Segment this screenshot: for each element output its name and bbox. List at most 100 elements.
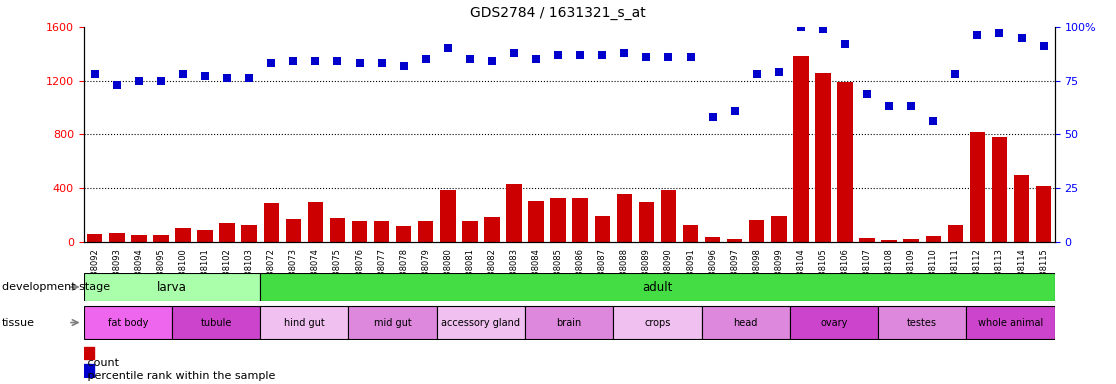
Bar — [440, 190, 455, 242]
Point — [129, 78, 147, 84]
Bar — [947, 225, 963, 242]
Point — [1035, 43, 1052, 49]
Point — [748, 71, 766, 77]
Bar — [614, 306, 702, 339]
Bar — [260, 273, 1055, 301]
Bar — [705, 237, 720, 242]
Point — [108, 82, 126, 88]
Point — [991, 30, 1009, 36]
Bar — [904, 238, 918, 242]
Point — [461, 56, 479, 62]
Point — [527, 56, 545, 62]
Text: brain: brain — [557, 318, 581, 328]
Bar — [793, 56, 809, 242]
Text: crops: crops — [644, 318, 671, 328]
Text: adult: adult — [642, 281, 673, 293]
Point — [902, 103, 920, 109]
Point — [858, 91, 876, 97]
Point — [196, 73, 214, 79]
Text: head: head — [733, 318, 758, 328]
Bar — [263, 203, 279, 242]
Text: mid gut: mid gut — [374, 318, 412, 328]
Bar — [661, 190, 676, 242]
Bar — [396, 227, 412, 242]
Text: count: count — [84, 358, 118, 368]
Point — [350, 60, 368, 66]
Text: ovary: ovary — [820, 318, 848, 328]
Bar — [87, 234, 103, 242]
Bar — [859, 238, 875, 242]
Bar — [172, 306, 260, 339]
Text: percentile rank within the sample: percentile rank within the sample — [84, 371, 275, 381]
Text: hind gut: hind gut — [283, 318, 325, 328]
Point — [615, 50, 633, 56]
Bar — [84, 273, 260, 301]
Bar — [882, 240, 897, 242]
Text: testes: testes — [907, 318, 937, 328]
Point — [571, 52, 589, 58]
Bar — [84, 306, 172, 339]
Bar — [84, 347, 94, 359]
Bar — [220, 223, 234, 242]
Point — [660, 54, 677, 60]
Text: accessory gland: accessory gland — [442, 318, 520, 328]
Text: tubule: tubule — [201, 318, 232, 328]
Bar — [1036, 186, 1051, 242]
Text: development stage: development stage — [2, 282, 110, 292]
Bar — [348, 306, 436, 339]
Bar — [525, 306, 614, 339]
Bar — [573, 198, 588, 242]
Bar — [308, 202, 324, 242]
Text: whole animal: whole animal — [978, 318, 1043, 328]
Point — [594, 52, 612, 58]
Point — [395, 63, 413, 69]
Point — [416, 56, 434, 62]
Bar — [436, 306, 525, 339]
Bar — [837, 82, 853, 242]
Bar — [153, 235, 169, 242]
Bar — [1013, 175, 1029, 242]
Bar — [260, 306, 348, 339]
Point — [792, 24, 810, 30]
Bar — [992, 137, 1007, 242]
Point — [506, 50, 523, 56]
Point — [373, 60, 391, 66]
Bar — [595, 216, 610, 242]
Bar — [966, 306, 1055, 339]
Text: larva: larva — [157, 281, 186, 293]
Bar — [550, 198, 566, 242]
Point — [682, 54, 700, 60]
Point — [704, 114, 722, 120]
Point — [881, 103, 898, 109]
Point — [969, 32, 987, 38]
Bar — [749, 220, 764, 242]
Bar — [84, 364, 94, 376]
Point — [946, 71, 964, 77]
Bar — [790, 306, 878, 339]
Point — [637, 54, 655, 60]
Text: fat body: fat body — [107, 318, 148, 328]
Point — [814, 26, 831, 32]
Bar — [132, 235, 146, 242]
Point — [836, 41, 854, 47]
Bar — [198, 230, 213, 242]
Bar — [329, 218, 345, 242]
Point — [328, 58, 346, 65]
Point — [924, 118, 942, 124]
Point — [174, 71, 192, 77]
Bar — [241, 225, 257, 242]
Bar — [617, 194, 632, 242]
Bar — [528, 201, 543, 242]
Bar — [683, 225, 699, 242]
Bar — [638, 202, 654, 242]
Bar — [727, 238, 742, 242]
Bar — [484, 217, 500, 242]
Point — [152, 78, 170, 84]
Point — [285, 58, 302, 65]
Bar — [286, 219, 301, 242]
Bar — [702, 306, 790, 339]
Bar — [878, 306, 966, 339]
Point — [770, 69, 788, 75]
Bar — [374, 221, 389, 242]
Bar — [175, 228, 191, 242]
